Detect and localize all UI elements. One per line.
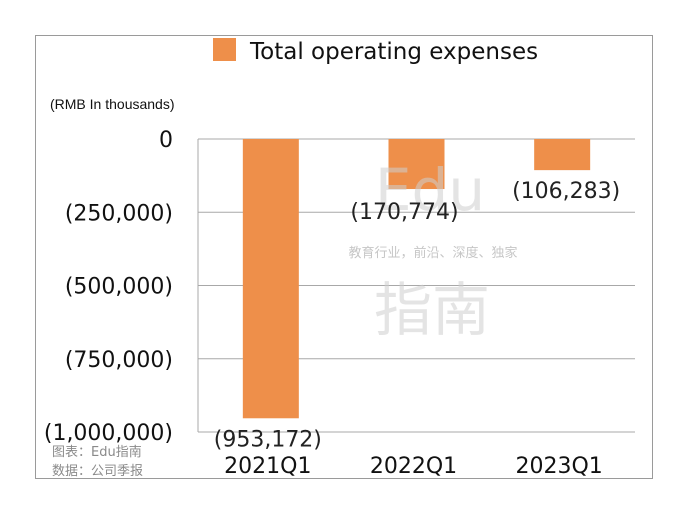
data-label: (953,172) <box>214 427 322 452</box>
data-label: (170,774) <box>350 200 458 225</box>
y-axis-ticks: 0 (250,000) (500,000) (750,000) (1,000,000) <box>44 128 173 446</box>
data-labels: (953,172) (170,774) (106,283) <box>214 179 620 452</box>
y-tick-label: (1,000,000) <box>44 421 173 446</box>
x-category-label: 2022Q1 <box>370 454 457 479</box>
y-tick-label: (250,000) <box>65 201 173 226</box>
watermark-tagline: 教育行业，前沿、深度、独家 <box>348 245 517 261</box>
x-category-label: 2023Q1 <box>516 454 603 479</box>
y-tick-label: (750,000) <box>65 348 173 373</box>
legend-swatch <box>213 38 236 61</box>
y-tick-label: (500,000) <box>65 275 173 300</box>
watermark-logo: Edu <box>375 156 485 224</box>
bar-2023Q1 <box>534 139 591 171</box>
bar-2021Q1 <box>242 139 299 419</box>
data-label: (106,283) <box>512 179 620 204</box>
source-line-chart: 图表：Edu指南 <box>52 444 142 460</box>
x-category-label: 2021Q1 <box>224 454 311 479</box>
y-tick-label: 0 <box>159 128 173 153</box>
watermark-name: 指南 <box>374 276 490 344</box>
x-axis-categories: 2021Q1 2022Q1 2023Q1 <box>224 454 603 479</box>
chart-frame <box>35 35 653 479</box>
legend-label: Total operating expenses <box>249 39 538 65</box>
bars <box>242 139 591 419</box>
bar-2022Q1 <box>388 139 445 190</box>
unit-label: (RMB In thousands) <box>50 96 175 112</box>
source-line-data: 数据：公司季报 <box>52 464 143 479</box>
